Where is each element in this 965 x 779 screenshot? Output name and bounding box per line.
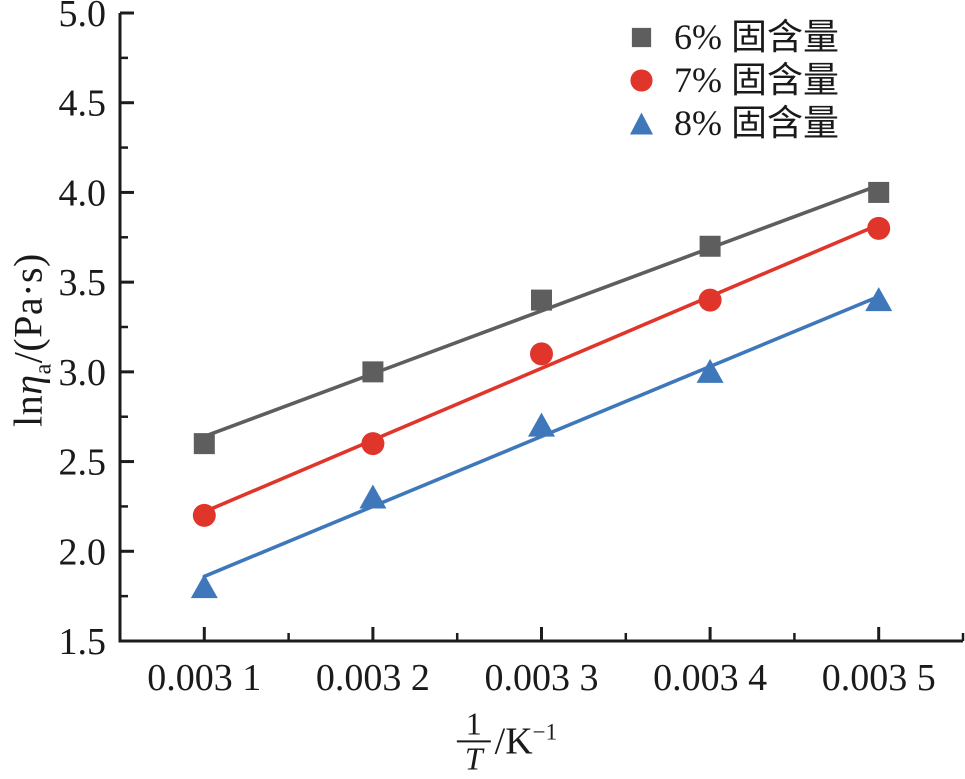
triangle-marker-icon	[629, 111, 654, 135]
x-tick-label: 0.003 5	[822, 657, 936, 699]
data-point-series-0	[699, 235, 721, 257]
y-tick-label: 2.0	[59, 531, 107, 573]
data-point-series-2	[190, 574, 218, 599]
y-tick-label: 4.0	[59, 172, 107, 214]
x-title-unit-base: /K	[494, 720, 533, 762]
y-tick-label: 3.5	[59, 262, 107, 304]
y-title-unit: /(Pa·s)	[5, 253, 51, 364]
x-tick-label: 0.003 4	[653, 657, 767, 699]
legend-item-6pct: 6% 固含量	[629, 18, 839, 56]
triangle-glyph	[629, 111, 654, 135]
circle-glyph	[630, 68, 653, 92]
data-point-series-1	[867, 216, 891, 240]
square-marker-icon	[631, 27, 652, 47]
data-point-series-0	[531, 289, 552, 311]
data-point-series-2	[865, 287, 893, 312]
x-tick-label: 0.003 1	[147, 657, 261, 699]
fraction-numerator: 1	[465, 705, 482, 742]
y-tick-label: 4.5	[59, 83, 107, 125]
data-point-series-2	[696, 358, 724, 383]
y-tick-label: 2.5	[59, 442, 107, 484]
y-axis-title: lnηa/(Pa·s)	[5, 253, 58, 427]
data-point-series-1	[361, 432, 385, 456]
y-title-prefix: ln	[5, 394, 51, 427]
legend-item-8pct: 8% 固含量	[629, 104, 839, 142]
y-title-subscript: a	[30, 363, 57, 375]
fit-line-series-1	[202, 222, 881, 514]
legend-item-7pct: 7% 固含量	[629, 61, 839, 99]
fraction-denominator: T	[456, 740, 491, 775]
square-glyph	[631, 27, 652, 47]
data-point-series-2	[359, 484, 387, 509]
legend: 6% 固含量 7% 固含量 8% 固含量	[629, 18, 839, 142]
x-title-unit: /K−1	[495, 719, 557, 763]
data-point-series-2	[528, 412, 555, 437]
data-point-series-0	[362, 361, 384, 383]
legend-label-8pct: 8% 固含量	[674, 103, 839, 143]
y-tick-label: 3.0	[59, 352, 107, 394]
x-tick-label: 0.003 2	[316, 657, 430, 699]
legend-label-6pct: 6% 固含量	[674, 17, 839, 57]
data-point-series-1	[192, 503, 216, 527]
data-point-series-0	[868, 181, 890, 203]
data-point-series-1	[530, 342, 553, 366]
y-title-symbol: η	[5, 374, 51, 395]
x-title-unit-exponent: −1	[532, 719, 558, 744]
legend-label-7pct: 7% 固含量	[674, 60, 839, 100]
data-point-series-0	[193, 433, 215, 455]
data-point-series-1	[698, 288, 722, 312]
y-tick-label: 1.5	[59, 621, 107, 663]
circle-marker-icon	[630, 68, 653, 92]
x-tick-label: 0.003 3	[485, 657, 599, 699]
y-tick-label: 5.0	[59, 0, 107, 35]
fit-line-series-0	[202, 183, 881, 439]
